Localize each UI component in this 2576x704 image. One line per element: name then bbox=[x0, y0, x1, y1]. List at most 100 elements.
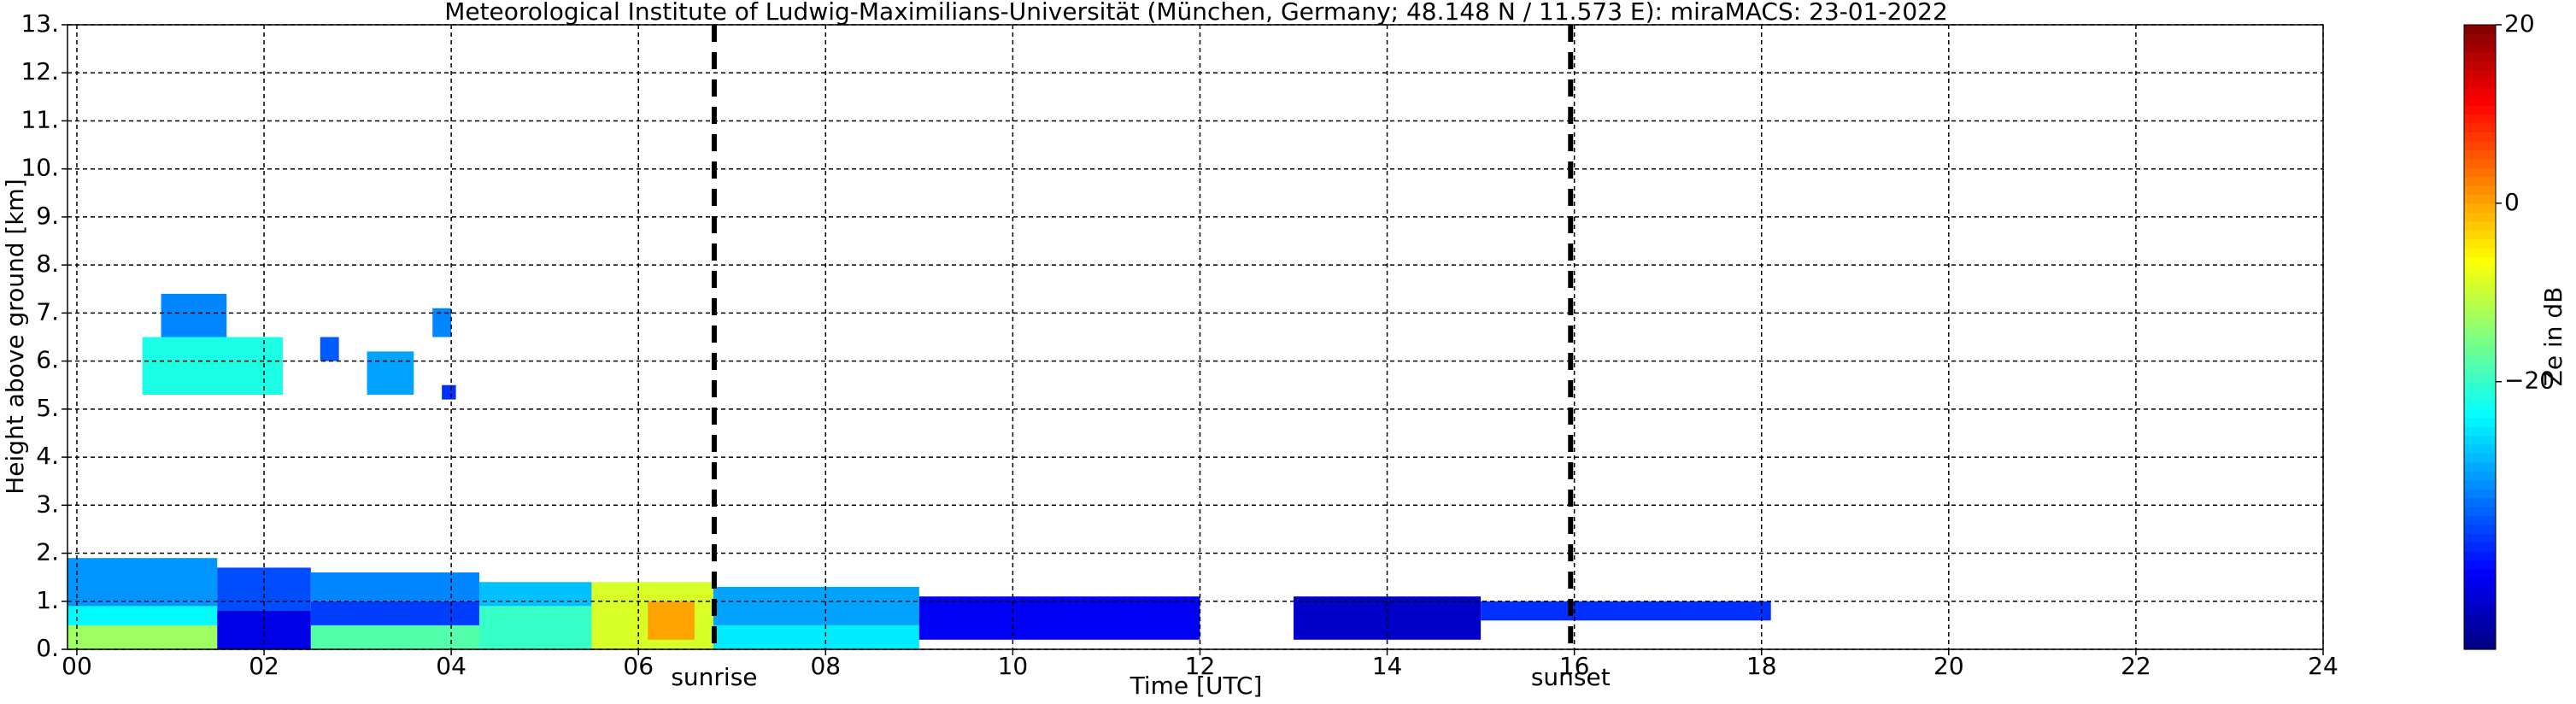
x-tick-label: 20 bbox=[1933, 652, 1964, 680]
colorbar-band bbox=[2464, 96, 2496, 106]
echo-cell bbox=[142, 337, 283, 395]
x-tick-label: 24 bbox=[2308, 652, 2338, 680]
colorbar-band bbox=[2464, 453, 2496, 463]
colorbar-band bbox=[2464, 194, 2496, 204]
echo-cell bbox=[713, 586, 919, 625]
colorbar-band bbox=[2464, 114, 2496, 124]
colorbar-band bbox=[2464, 551, 2496, 561]
colorbar-band bbox=[2464, 542, 2496, 552]
echo-cell bbox=[320, 337, 339, 361]
colorbar-band bbox=[2464, 220, 2496, 231]
echo-cell bbox=[918, 596, 1200, 640]
colorbar-band bbox=[2464, 533, 2496, 543]
y-tick-label: 8. bbox=[36, 249, 59, 278]
colorbar-band bbox=[2464, 167, 2496, 178]
colorbar-band bbox=[2464, 132, 2496, 142]
colorbar-band bbox=[2464, 87, 2496, 97]
colorbar-band bbox=[2464, 104, 2496, 115]
colorbar-band bbox=[2464, 578, 2496, 588]
x-tick-label: 02 bbox=[249, 652, 279, 680]
y-tick-label: 11. bbox=[21, 105, 59, 133]
colorbar-band bbox=[2464, 443, 2496, 454]
echo-cell bbox=[478, 582, 592, 607]
colorbar-band bbox=[2464, 425, 2496, 436]
colorbar-band bbox=[2464, 461, 2496, 472]
x-tick-label: 22 bbox=[2121, 652, 2151, 680]
colorbar-band bbox=[2464, 640, 2496, 650]
x-tick-label: 08 bbox=[810, 652, 841, 680]
radar-echo bbox=[67, 293, 1771, 649]
echo-cell bbox=[478, 606, 592, 649]
colorbar-band bbox=[2464, 78, 2496, 88]
colorbar-tick-label: 20 bbox=[2504, 9, 2535, 38]
x-tick-label: 14 bbox=[1372, 652, 1403, 680]
echo-cell bbox=[67, 625, 218, 649]
colorbar-band bbox=[2464, 33, 2496, 44]
colorbar-band bbox=[2464, 479, 2496, 490]
colorbar-band bbox=[2464, 69, 2496, 79]
colorbar-band bbox=[2464, 248, 2496, 258]
colorbar-band bbox=[2464, 230, 2496, 240]
colorbar-band bbox=[2464, 604, 2496, 614]
y-tick-label: 6. bbox=[36, 346, 59, 374]
colorbar-band bbox=[2464, 319, 2496, 329]
plot-frame bbox=[67, 24, 2324, 650]
colorbar-tick-label: −20 bbox=[2504, 367, 2555, 395]
colorbar-band bbox=[2464, 595, 2496, 606]
echo-cell bbox=[310, 572, 479, 601]
colorbar-band bbox=[2464, 310, 2496, 320]
x-tick-label: 16 bbox=[1559, 652, 1590, 680]
x-tick-label: 18 bbox=[1746, 652, 1777, 680]
marker-label: sunset bbox=[1531, 663, 1611, 691]
colorbar-band bbox=[2464, 363, 2496, 373]
colorbar-band bbox=[2464, 613, 2496, 624]
x-tick-label: 06 bbox=[623, 652, 654, 680]
y-tick-label: 10. bbox=[21, 154, 59, 182]
marker-label: sunrise bbox=[671, 663, 757, 691]
colorbar-tick-label: 0 bbox=[2504, 188, 2520, 216]
y-tick-label: 13. bbox=[21, 9, 59, 38]
colorbar-band bbox=[2464, 417, 2496, 427]
echo-cell bbox=[367, 351, 414, 395]
x-axis-label: Time [UTC] bbox=[1130, 672, 1263, 700]
y-tick-label: 4. bbox=[36, 442, 59, 470]
colorbar-band bbox=[2464, 122, 2496, 132]
colorbar-band bbox=[2464, 265, 2496, 275]
colorbar-band bbox=[2464, 185, 2496, 196]
echo-cell bbox=[713, 625, 919, 649]
colorbar-band bbox=[2464, 506, 2496, 516]
colorbar-band bbox=[2464, 622, 2496, 632]
colorbar-band bbox=[2464, 60, 2496, 70]
colorbar-band bbox=[2464, 238, 2496, 249]
colorbar-band bbox=[2464, 524, 2496, 534]
colorbar-band bbox=[2464, 497, 2496, 507]
y-tick-label: 2. bbox=[36, 538, 59, 566]
chart-title: Meteorological Institute of Ludwig-Maxim… bbox=[444, 0, 1948, 26]
colorbar-band bbox=[2464, 158, 2496, 168]
colorbar-band bbox=[2464, 408, 2496, 419]
echo-cell bbox=[67, 606, 218, 625]
y-tick-label: 12. bbox=[21, 57, 59, 85]
echo-cell bbox=[1481, 601, 1771, 621]
y-tick-label: 9. bbox=[36, 202, 59, 230]
colorbar-band bbox=[2464, 328, 2496, 338]
x-tick-label: 00 bbox=[62, 652, 92, 680]
colorbar-band bbox=[2464, 355, 2496, 365]
colorbar-band bbox=[2464, 274, 2496, 285]
colorbar-band bbox=[2464, 202, 2496, 213]
colorbar-band bbox=[2464, 435, 2496, 445]
colorbar-band bbox=[2464, 489, 2496, 499]
x-tick-label: 04 bbox=[436, 652, 466, 680]
y-tick-label: 0. bbox=[36, 634, 59, 662]
colorbar-band bbox=[2464, 292, 2496, 302]
y-tick-label: 3. bbox=[36, 490, 59, 518]
colorbar-band bbox=[2464, 42, 2496, 52]
colorbar-band bbox=[2464, 631, 2496, 642]
echo-cell bbox=[310, 625, 479, 649]
colorbar-band bbox=[2464, 586, 2496, 596]
echo-cell bbox=[310, 601, 479, 625]
colorbar-band bbox=[2464, 399, 2496, 409]
colorbar-band bbox=[2464, 390, 2496, 401]
colorbar-band bbox=[2464, 140, 2496, 150]
